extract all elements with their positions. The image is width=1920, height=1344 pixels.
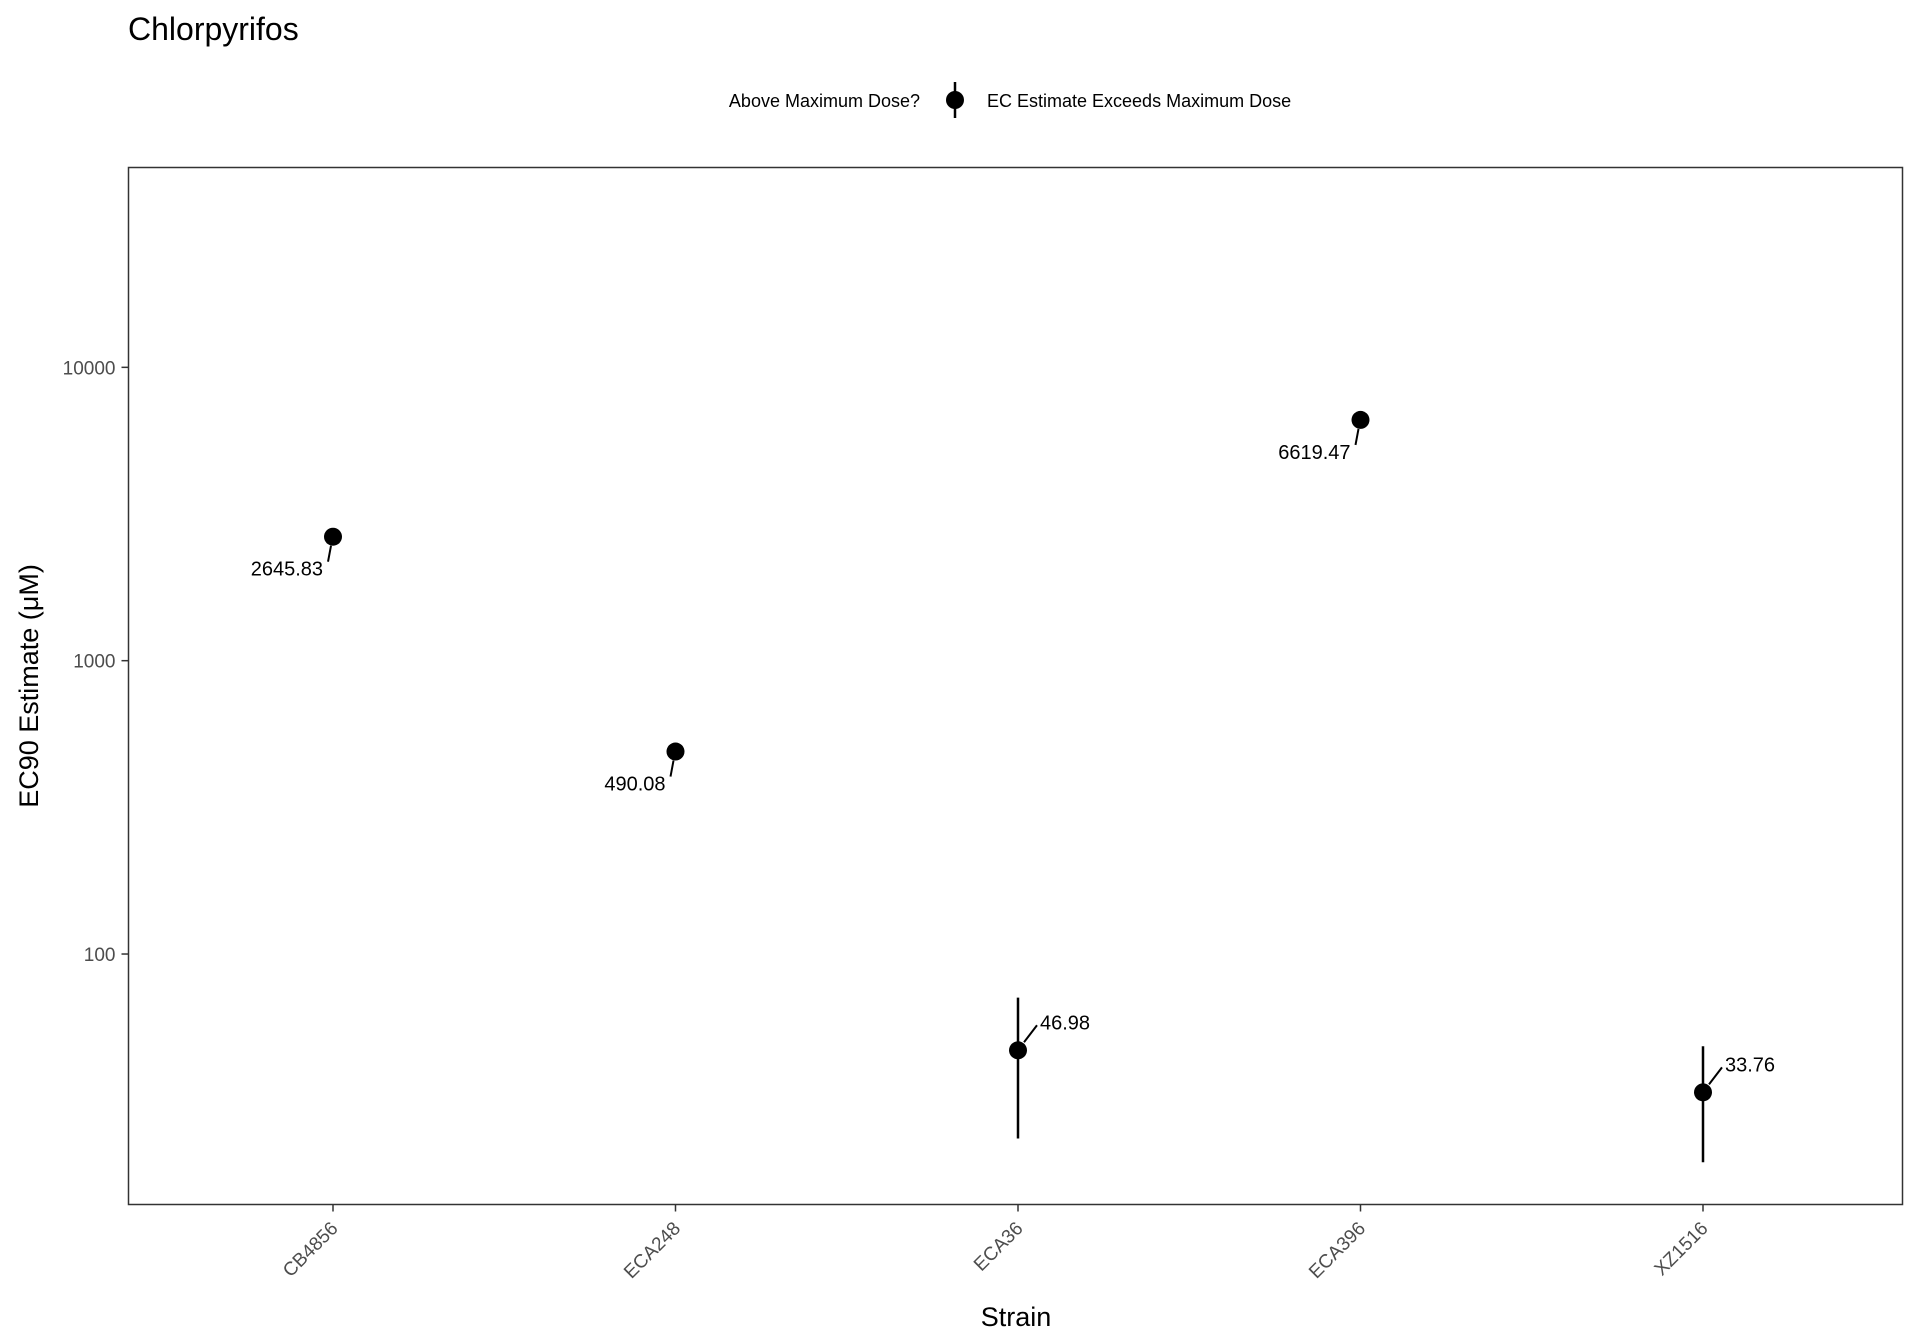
chart-title: Chlorpyrifos	[128, 11, 299, 47]
x-axis: CB4856 ECA248 ECA36 ECA396 XZ1516	[279, 1204, 1713, 1283]
y-tick-label: 1000	[73, 652, 115, 673]
legend-title: Above Maximum Dose?	[729, 91, 920, 111]
legend-key-point	[946, 91, 964, 109]
data-point	[1009, 1041, 1027, 1060]
x-tick-label: XZ1516	[1651, 1218, 1713, 1280]
label-leader	[1023, 1024, 1038, 1043]
y-tick-label: 100	[84, 945, 116, 966]
data-label: 2645.83	[251, 559, 323, 581]
data-label: 33.76	[1725, 1054, 1775, 1076]
legend-entry-label: EC Estimate Exceeds Maximum Dose	[987, 91, 1291, 111]
data-marks: 2645.83 490.08 46.98 6619.47 33.76	[251, 410, 1775, 1163]
data-point	[666, 742, 685, 761]
x-tick-label: ECA36	[970, 1218, 1027, 1275]
label-leader	[327, 545, 332, 562]
y-axis-title: EC90 Estimate (μM)	[14, 564, 44, 808]
label-leader	[1708, 1066, 1723, 1085]
data-label: 490.08	[604, 774, 665, 796]
data-point	[324, 527, 342, 546]
x-axis-title: Strain	[981, 1302, 1052, 1332]
data-label: 46.98	[1040, 1012, 1090, 1034]
x-tick-label: ECA248	[620, 1218, 685, 1283]
plot-panel	[127, 166, 1904, 1206]
label-leader	[669, 760, 675, 777]
data-label: 6619.47	[1278, 442, 1350, 464]
legend: Above Maximum Dose? EC Estimate Exceeds …	[729, 82, 1291, 118]
x-tick-label: ECA396	[1305, 1218, 1370, 1283]
y-axis: 100 1000 10000	[63, 358, 129, 966]
data-point	[1351, 410, 1370, 429]
label-leader	[1354, 428, 1360, 446]
y-tick-label: 10000	[63, 358, 116, 379]
data-point	[1694, 1083, 1712, 1102]
x-tick-label: CB4856	[279, 1218, 342, 1281]
